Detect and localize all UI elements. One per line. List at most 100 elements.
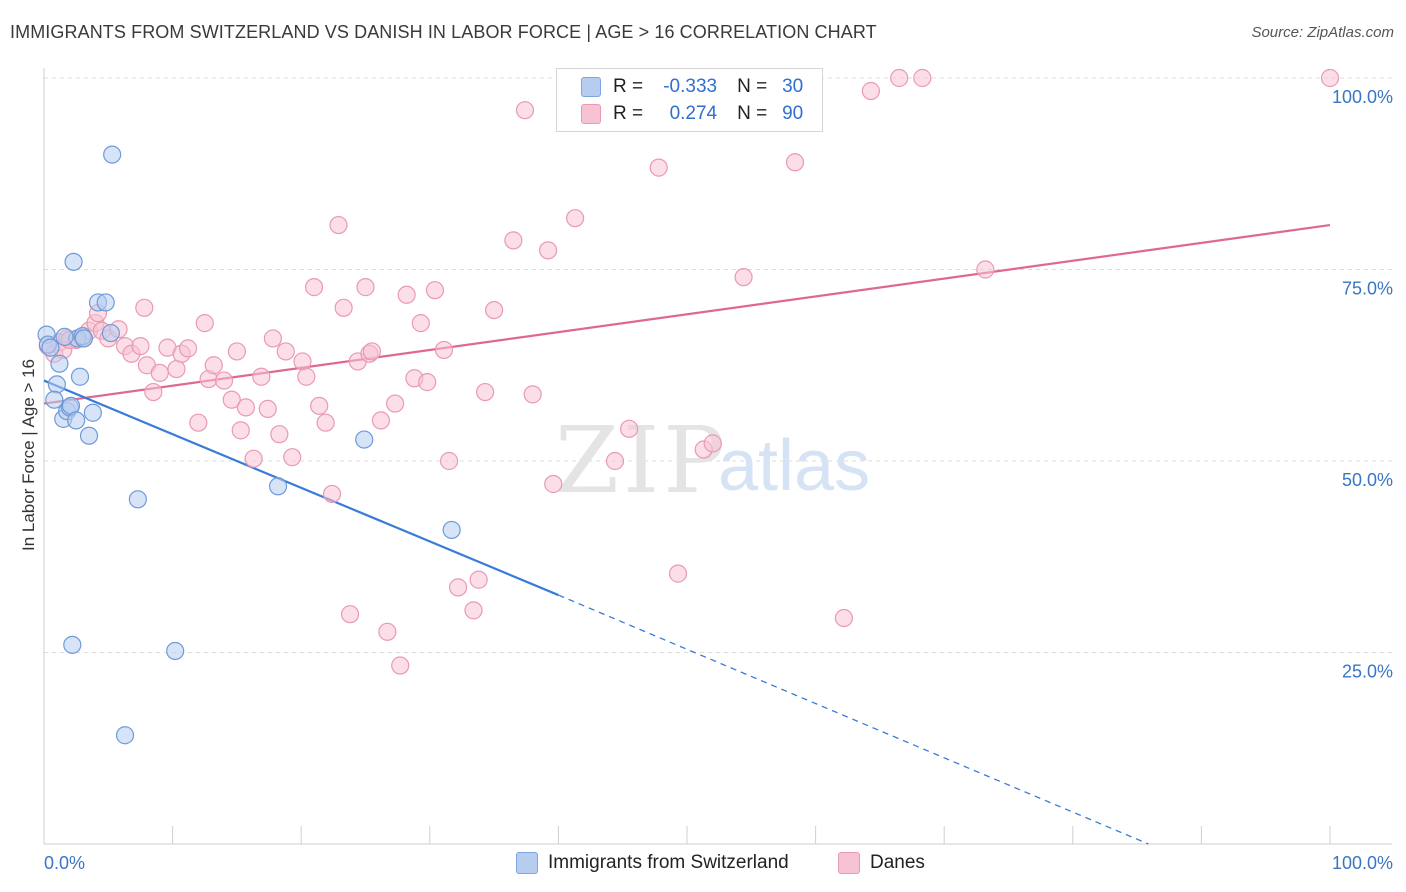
trend-line-switzerland-extension bbox=[558, 594, 1149, 845]
point-switzerland bbox=[268, 477, 288, 496]
watermark: ZIP atlas bbox=[555, 407, 870, 514]
tick-labels: 0.0% 100.0% 25.0% 50.0% 75.0% 100.0% bbox=[44, 87, 1393, 873]
point-danes bbox=[439, 451, 459, 471]
point-switzerland bbox=[64, 252, 83, 271]
point-danes bbox=[244, 449, 263, 468]
point-switzerland bbox=[41, 338, 60, 357]
point-danes bbox=[150, 363, 169, 383]
watermark-atlas: atlas bbox=[718, 426, 870, 506]
y-tick-label: 75.0% bbox=[1342, 279, 1393, 299]
point-switzerland bbox=[101, 323, 120, 343]
legend-r-value: -0.333 bbox=[663, 76, 718, 97]
point-switzerland bbox=[128, 490, 147, 509]
point-switzerland bbox=[96, 293, 115, 312]
legend-item-danes[interactable]: Danes bbox=[838, 852, 925, 874]
point-danes bbox=[469, 570, 488, 589]
point-danes bbox=[785, 153, 805, 172]
legend-r-label: R = bbox=[613, 76, 644, 97]
point-danes bbox=[434, 340, 454, 360]
point-switzerland bbox=[103, 145, 122, 164]
point-danes bbox=[276, 342, 295, 361]
y-tick-label: 25.0% bbox=[1342, 662, 1393, 682]
point-danes bbox=[734, 268, 753, 287]
point-danes bbox=[293, 352, 312, 371]
point-switzerland bbox=[79, 426, 99, 445]
point-danes bbox=[236, 398, 256, 417]
point-danes bbox=[252, 367, 271, 386]
point-switzerland bbox=[115, 726, 135, 745]
point-danes bbox=[144, 382, 163, 402]
point-danes bbox=[329, 215, 348, 235]
point-switzerland bbox=[47, 375, 66, 394]
source-label: Source: ZipAtlas.com bbox=[1251, 24, 1394, 41]
legend-swatch-blue bbox=[581, 77, 601, 97]
legend-swatch-pink bbox=[838, 852, 860, 874]
x-tick-label: 0.0% bbox=[44, 853, 85, 873]
point-danes bbox=[189, 413, 208, 432]
point-danes bbox=[227, 342, 246, 361]
legend-item-label: Danes bbox=[870, 852, 925, 873]
point-danes bbox=[371, 411, 391, 430]
point-danes bbox=[504, 231, 523, 250]
point-danes bbox=[523, 385, 542, 404]
legend-swatch-blue bbox=[516, 852, 538, 874]
point-danes bbox=[204, 356, 223, 375]
point-danes bbox=[391, 656, 410, 675]
point-danes bbox=[195, 314, 214, 333]
point-switzerland bbox=[83, 403, 102, 422]
point-danes bbox=[448, 578, 468, 597]
point-switzerland bbox=[55, 327, 74, 347]
point-switzerland bbox=[166, 641, 185, 661]
point-danes bbox=[135, 298, 154, 317]
point-danes bbox=[703, 434, 722, 453]
point-danes bbox=[649, 158, 668, 177]
x-tick-label: 100.0% bbox=[1332, 853, 1393, 873]
point-danes bbox=[385, 394, 405, 413]
legend-n-value: 90 bbox=[782, 103, 804, 124]
point-switzerland bbox=[45, 390, 64, 409]
legend-n-label: N = bbox=[737, 103, 768, 124]
point-danes bbox=[283, 448, 302, 467]
point-danes bbox=[539, 241, 558, 260]
point-switzerland bbox=[355, 430, 374, 449]
point-danes bbox=[566, 209, 585, 228]
point-danes bbox=[270, 425, 289, 444]
point-danes bbox=[167, 359, 186, 379]
trend-lines bbox=[43, 223, 1331, 845]
trend-line-danes bbox=[43, 223, 1331, 405]
point-danes bbox=[356, 278, 375, 297]
point-danes bbox=[425, 281, 445, 300]
y-axis-label: In Labor Force | Age > 16 bbox=[19, 359, 38, 551]
legend-swatch-pink bbox=[581, 104, 601, 124]
point-danes bbox=[214, 371, 234, 390]
point-danes bbox=[544, 474, 563, 494]
point-switzerland bbox=[70, 367, 90, 386]
series-legend: Immigrants from Switzerland Danes bbox=[0, 852, 1406, 878]
point-danes bbox=[297, 367, 316, 386]
point-danes bbox=[668, 564, 688, 583]
correlation-legend: R = -0.333 N = 30 R = 0.274 N = 90 bbox=[556, 68, 823, 132]
legend-r-value: 0.274 bbox=[669, 103, 718, 124]
point-switzerland bbox=[74, 329, 93, 348]
point-danes bbox=[131, 337, 150, 356]
point-switzerland bbox=[50, 354, 69, 373]
y-tick-label: 100.0% bbox=[1332, 87, 1393, 107]
axes bbox=[43, 68, 1392, 845]
trend-line-switzerland bbox=[43, 379, 559, 597]
point-danes bbox=[861, 81, 880, 101]
point-danes bbox=[362, 342, 382, 361]
legend-n-label: N = bbox=[737, 76, 768, 97]
data-points bbox=[37, 68, 1340, 745]
legend-row-danes: R = 0.274 N = 90 bbox=[581, 102, 803, 126]
point-danes bbox=[605, 451, 625, 471]
point-danes bbox=[397, 285, 416, 304]
legend-item-switzerland[interactable]: Immigrants from Switzerland bbox=[516, 852, 789, 874]
legend-item-label: Immigrants from Switzerland bbox=[548, 852, 789, 873]
legend-r-label: R = bbox=[613, 103, 644, 124]
point-danes bbox=[263, 329, 283, 348]
point-danes bbox=[334, 298, 353, 317]
point-danes bbox=[258, 399, 277, 419]
point-danes bbox=[340, 605, 360, 624]
chart-title: IMMIGRANTS FROM SWITZERLAND VS DANISH IN… bbox=[10, 22, 877, 42]
